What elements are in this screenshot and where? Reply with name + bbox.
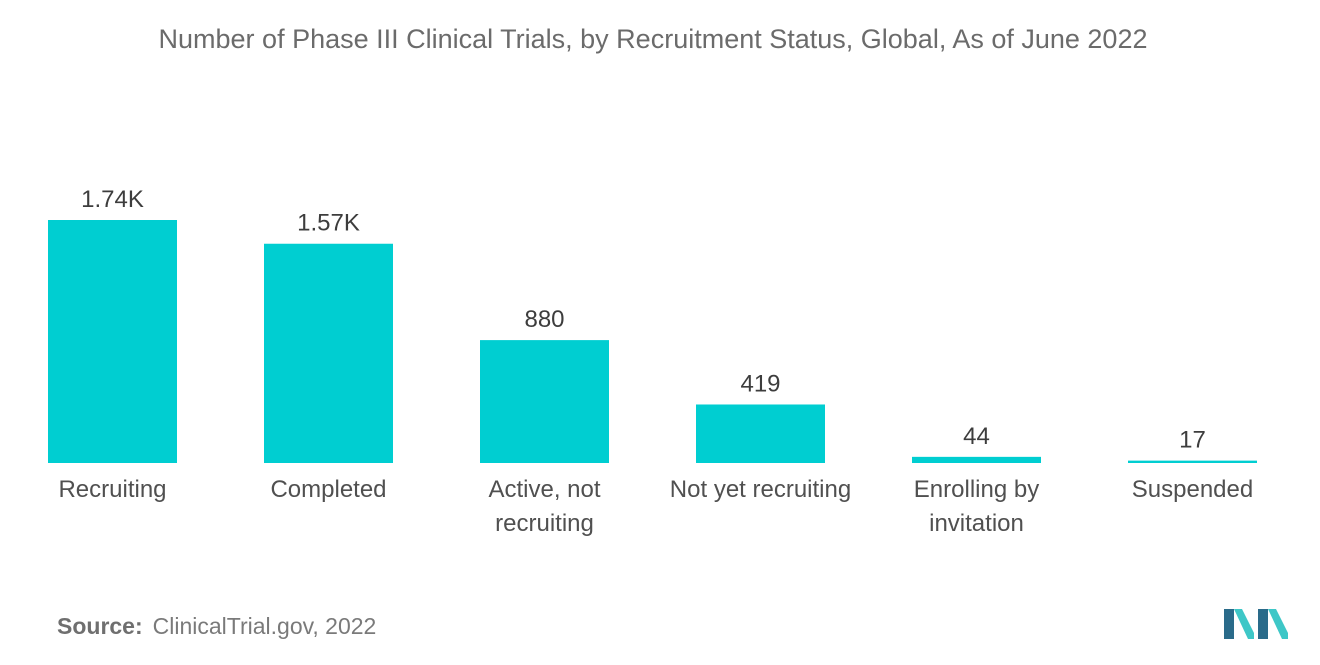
category-label: Active, not bbox=[488, 476, 600, 503]
source-label: Source: bbox=[57, 613, 143, 639]
data-label: 1.57K bbox=[297, 210, 360, 237]
source-note: Source: ClinicalTrial.gov, 2022 bbox=[57, 613, 376, 640]
bar bbox=[696, 404, 825, 463]
bar bbox=[480, 340, 609, 463]
bar bbox=[1128, 460, 1257, 463]
category-label: invitation bbox=[929, 510, 1024, 537]
category-label: Not yet recruiting bbox=[670, 476, 851, 503]
data-label: 880 bbox=[524, 306, 564, 333]
category-label: Enrolling by bbox=[914, 476, 1039, 503]
bar-chart: 1.74K Recruiting 1.57K Completed 880 Active, … bbox=[48, 186, 1257, 537]
category-label: Recruiting bbox=[58, 476, 166, 503]
data-label: 419 bbox=[740, 370, 780, 397]
mordor-intelligence-logo-icon bbox=[1224, 609, 1288, 639]
data-label: 44 bbox=[963, 423, 990, 450]
category-label: Suspended bbox=[1132, 476, 1253, 503]
data-label: 1.74K bbox=[81, 186, 144, 213]
data-label: 17 bbox=[1179, 427, 1206, 454]
bar bbox=[912, 456, 1041, 463]
category-label: recruiting bbox=[495, 510, 594, 537]
source-text: ClinicalTrial.gov, 2022 bbox=[152, 613, 377, 639]
bar bbox=[264, 243, 393, 463]
bar bbox=[48, 220, 177, 463]
chart-title: Number of Phase III Clinical Trials, by … bbox=[158, 24, 1148, 54]
category-label: Completed bbox=[270, 476, 386, 503]
